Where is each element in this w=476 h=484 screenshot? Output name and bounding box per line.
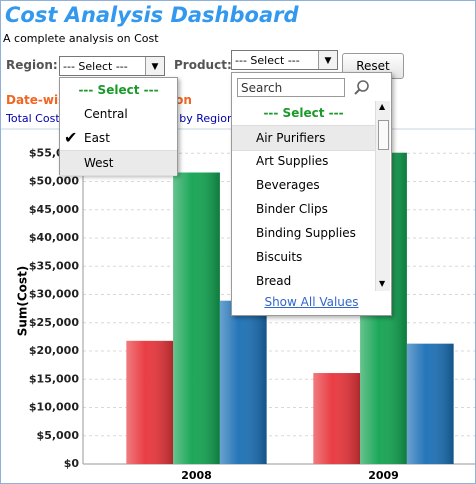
y-axis-label: Sum(Cost) [16, 266, 30, 337]
menu-option[interactable]: Beverages [256, 178, 320, 192]
region-label: Region: [6, 58, 58, 72]
product-select-value: --- Select --- [235, 54, 300, 67]
y-tick-label: $40,000 [29, 231, 79, 244]
dropdown-arrow: ▼ [318, 51, 337, 69]
dashboard-subtitle: A complete analysis on Cost [3, 32, 159, 45]
x-tick-label: 2009 [368, 469, 399, 482]
y-tick-label: $45,000 [29, 203, 79, 216]
menu-option[interactable]: --- Select --- [263, 106, 344, 120]
bar-shine [126, 340, 174, 464]
menu-option[interactable]: West [60, 150, 177, 176]
dashboard-title: Cost Analysis Dashboard [5, 3, 299, 27]
y-tick-label: $35,000 [29, 259, 79, 272]
check-mark: ✔ [64, 128, 78, 147]
y-tick-label: $0 [64, 457, 80, 470]
menu-option[interactable]: Binder Clips [256, 202, 328, 216]
product-select[interactable]: --- Select --- ▼ [231, 50, 338, 70]
y-tick-label: $20,000 [29, 344, 79, 357]
menu-option[interactable]: East [84, 131, 110, 145]
search-icon[interactable] [352, 78, 372, 98]
scroll-up[interactable]: ▲ [379, 102, 386, 111]
y-tick-label: $25,000 [29, 316, 79, 329]
menu-option[interactable]: Central [84, 107, 128, 121]
region-select[interactable]: --- Select --- ▼ [59, 56, 165, 76]
menu-option[interactable]: Biscuits [256, 250, 303, 264]
bar-shine [173, 172, 220, 465]
menu-option[interactable]: Air Purifiers [232, 125, 375, 151]
search-input[interactable]: Search [237, 78, 345, 97]
bar-shine [313, 373, 361, 464]
dropdown-arrow: ▼ [145, 57, 164, 75]
y-tick-label: $10,000 [29, 401, 79, 414]
menu-option[interactable]: Bread [256, 274, 292, 288]
product-label: Product: [174, 58, 232, 72]
product-menu: Search ▲ ▼ Show All Values --- Select --… [231, 72, 392, 316]
y-tick-label: $15,000 [29, 372, 79, 385]
scroll-thumb[interactable] [378, 120, 389, 150]
region-select-value: --- Select --- [63, 60, 128, 73]
bar-shine [219, 300, 267, 464]
y-tick-label: $50,000 [29, 175, 79, 188]
y-tick-label: $5,000 [37, 429, 80, 442]
menu-option[interactable]: Binding Supplies [256, 226, 356, 240]
y-tick-label: $30,000 [29, 288, 79, 301]
show-all-link[interactable]: Show All Values [264, 295, 359, 309]
scrollbar[interactable]: ▲ ▼ [375, 101, 390, 291]
x-tick-label: 2008 [181, 469, 212, 482]
menu-option[interactable]: Art Supplies [256, 154, 329, 168]
bar-shine [406, 343, 454, 464]
menu-option[interactable]: --- Select --- [78, 83, 159, 97]
scroll-down[interactable]: ▼ [379, 279, 386, 288]
region-menu: --- Select --- Central East ✔ West [59, 77, 178, 176]
